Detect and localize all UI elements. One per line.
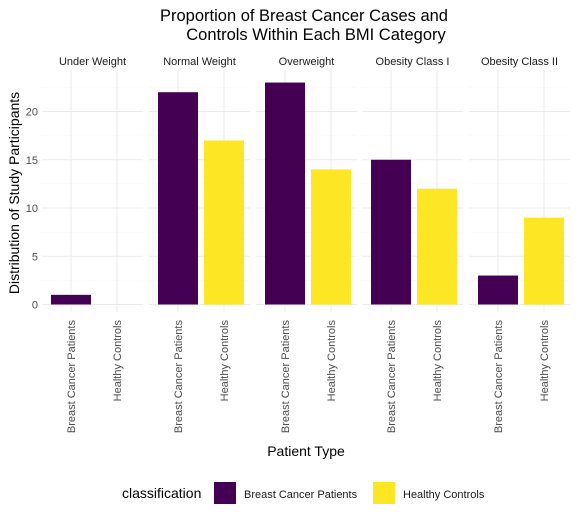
facet-panel: Normal Weight Breast Cancer Patients Healt…	[149, 56, 250, 433]
bar	[524, 217, 564, 305]
bar	[51, 294, 91, 305]
x-tick-label: Healthy Controls	[539, 320, 551, 402]
x-tick-label: Healthy Controls	[326, 320, 338, 402]
bar	[478, 275, 518, 305]
legend-label: Healthy Controls	[403, 489, 485, 501]
x-tick-label: Healthy Controls	[112, 320, 124, 402]
y-tick-label: 15	[26, 155, 38, 167]
y-tick-label: 5	[32, 251, 38, 263]
y-tick-label: 0	[32, 300, 38, 312]
legend-title: classification	[122, 485, 201, 501]
x-tick-label: Breast Cancer Patients	[493, 320, 505, 434]
bar	[158, 92, 198, 305]
facet-panel: Obesity Class II Breast Cancer Patients He…	[469, 56, 570, 433]
y-tick-label: 10	[26, 203, 38, 215]
bar	[371, 159, 411, 305]
bar	[265, 82, 305, 305]
bar	[204, 140, 244, 305]
x-tick-label: Breast Cancer Patients	[173, 320, 185, 434]
x-axis-title: Patient Type	[267, 443, 345, 459]
facet-panel: Obesity Class I Breast Cancer Patients Hea…	[362, 56, 463, 433]
facet-panels: Under Weight Breast Cancer Patients Health…	[42, 56, 570, 433]
bar	[417, 188, 457, 305]
legend-key	[373, 482, 395, 504]
y-axis-title: Distribution of Study Participants	[6, 92, 22, 294]
chart-title-line-2: Controls Within Each BMI Category	[186, 26, 446, 44]
facet-label: Normal Weight	[163, 56, 236, 68]
bar	[311, 169, 351, 305]
x-tick-label: Breast Cancer Patients	[280, 320, 292, 434]
facet-panel: Overweight Breast Cancer Patients Healthy …	[256, 56, 357, 433]
legend-label: Breast Cancer Patients	[244, 489, 358, 501]
facet-label: Obesity Class II	[481, 56, 558, 68]
x-tick-label: Healthy Controls	[432, 320, 444, 402]
facet-label: Overweight	[279, 56, 335, 68]
legend: classification Breast Cancer Patients Hea…	[122, 482, 485, 504]
facet-label: Under Weight	[59, 56, 126, 68]
x-tick-label: Healthy Controls	[219, 320, 231, 402]
chart-title-line-1: Proportion of Breast Cancer Cases and	[160, 7, 448, 25]
legend-key	[214, 482, 236, 504]
y-tick-label: 20	[26, 107, 38, 119]
x-tick-label: Breast Cancer Patients	[66, 320, 78, 434]
x-tick-label: Breast Cancer Patients	[386, 320, 398, 434]
facet-label: Obesity Class I	[376, 56, 450, 68]
facet-panel: Under Weight Breast Cancer Patients Health…	[42, 56, 143, 433]
chart-title: Proportion of Breast Cancer Cases and Co…	[160, 7, 448, 44]
y-axis: 0 5 10 15 20	[26, 107, 38, 312]
